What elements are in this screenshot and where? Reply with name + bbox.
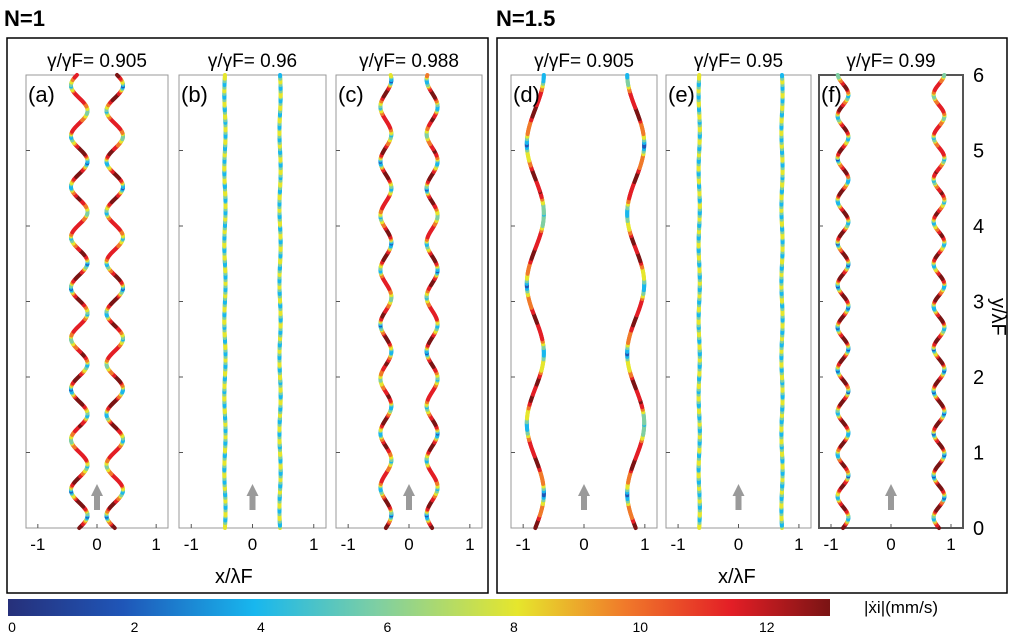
- trajectory-segment: [115, 73, 121, 79]
- trajectory-right: [779, 73, 785, 530]
- y-tick-label: 6: [973, 65, 984, 87]
- x-tick-label: -1: [671, 535, 686, 554]
- x-tick-label: 0: [404, 535, 413, 554]
- panel-d: -1 0 1 (d) γ/γF= 0.905: [510, 51, 658, 554]
- direction-arrow-shaft: [888, 496, 894, 510]
- panel-axes-frame: [178, 74, 327, 529]
- direction-arrow-head: [246, 484, 259, 496]
- panel-b: -1 0 1 (b)γ/γF= 0.96: [178, 51, 327, 554]
- colorbar-tick-label: 10: [633, 619, 649, 634]
- trajectory-right: [424, 73, 440, 530]
- trajectory-right: [625, 73, 647, 530]
- trajectory-left: [378, 73, 394, 530]
- x-tick-label: -1: [341, 535, 356, 554]
- colorbar-tick-label: 12: [759, 619, 775, 634]
- colorbar-tick-label: 2: [131, 619, 139, 634]
- direction-arrow-shaft: [735, 496, 742, 510]
- panel-label: (f): [821, 82, 842, 107]
- direction-arrow-head: [578, 484, 590, 496]
- x-tick-label: 1: [151, 535, 160, 554]
- direction-arrow-shaft: [406, 496, 412, 510]
- y-tick-label: 3: [973, 292, 984, 314]
- x-tick-label: 1: [309, 535, 318, 554]
- x-tick-label: -1: [516, 535, 531, 554]
- panel-label: (e): [668, 82, 695, 107]
- panel-ratio-title: γ/γF= 0.96: [208, 51, 297, 72]
- trajectory-left: [524, 73, 546, 530]
- panel-ratio-title: γ/γF= 0.905: [534, 51, 634, 72]
- x-tick-label: 0: [886, 535, 895, 554]
- panel-ratio-title: γ/γF= 0.95: [694, 51, 783, 72]
- x-tick-label: 0: [92, 535, 101, 554]
- group-frame-n15: [496, 37, 1008, 594]
- trajectory-left: [696, 73, 702, 530]
- trajectory-right: [104, 73, 126, 530]
- colorbar-tick-label: 8: [510, 619, 518, 634]
- direction-arrow-shaft: [581, 496, 587, 510]
- x-axis-label-n15: x/λF: [718, 566, 756, 588]
- colorbar-tick-label: 4: [257, 619, 265, 634]
- panel-label: (a): [28, 82, 55, 107]
- x-tick-label: 0: [734, 535, 743, 554]
- x-tick-label: 1: [946, 535, 955, 554]
- direction-arrow-head: [732, 484, 745, 496]
- x-tick-label: 0: [579, 535, 588, 554]
- y-tick-label: 5: [973, 141, 984, 163]
- panel-ratio-title: γ/γF= 0.99: [846, 51, 935, 72]
- panel-ratio-title: γ/γF= 0.905: [47, 51, 147, 72]
- panel-c: -1 0 1 (c) γ/γF= 0.988: [335, 51, 483, 554]
- panel-e: -1 0 1 (e) γ/γF= 0.95: [665, 51, 812, 554]
- panel-axes-frame: [665, 74, 812, 529]
- x-tick-label: 1: [465, 535, 474, 554]
- direction-arrow-head: [403, 484, 415, 496]
- trajectory-left: [835, 73, 851, 530]
- trajectory-segment: [73, 73, 79, 79]
- direction-arrow-head: [91, 484, 103, 496]
- panel-label: (b): [181, 82, 208, 107]
- x-tick-label: -1: [30, 535, 45, 554]
- panel-label: (c): [338, 82, 364, 107]
- trajectory-left: [68, 73, 90, 530]
- colorbar-tick-label: 0: [8, 619, 16, 634]
- group-frame-n1: [6, 37, 489, 594]
- y-tick-label: 0: [973, 518, 984, 540]
- colorbar-tick-label: 6: [383, 619, 391, 634]
- y-tick-label: 4: [973, 216, 984, 238]
- x-axis-label-n1: x/λF: [215, 566, 253, 588]
- y-tick-label: 2: [973, 367, 984, 389]
- x-tick-label: -1: [823, 535, 838, 554]
- panel-axes-frame: [25, 74, 169, 529]
- colorbar-label: |ẋi|(mm/s): [864, 598, 938, 617]
- direction-arrow-shaft: [94, 496, 100, 510]
- panel-ratio-title: γ/γF= 0.988: [359, 51, 459, 72]
- panel-label: (d): [513, 82, 540, 107]
- trajectory-right: [931, 73, 947, 530]
- y-axis-label: y/λF: [987, 298, 1009, 336]
- panel-a: -1 0 1 (a) γ/γF= 0.905: [25, 51, 169, 554]
- x-tick-label: -1: [184, 535, 199, 554]
- panel-axes-frame: [335, 74, 483, 529]
- x-tick-label: 1: [640, 535, 649, 554]
- panels: -1 0 1(a)γ/γF= 0.905-1 0 1(b)γ/γF= 0.96-1 0 1(…: [25, 51, 984, 554]
- x-tick-label: 0: [248, 535, 257, 554]
- colorbar: [8, 599, 830, 616]
- x-tick-label: 1: [794, 535, 803, 554]
- group-title-n15: N=1.5: [496, 6, 555, 31]
- trajectory-right: [277, 73, 283, 530]
- colorbar-ticks: 0 2 4 6 8 10 12: [8, 619, 775, 634]
- trajectory-left: [222, 73, 228, 530]
- direction-arrow-shaft: [249, 496, 256, 510]
- group-title-n1: N=1: [4, 6, 45, 31]
- y-tick-label: 1: [973, 443, 984, 465]
- direction-arrow-head: [885, 484, 897, 496]
